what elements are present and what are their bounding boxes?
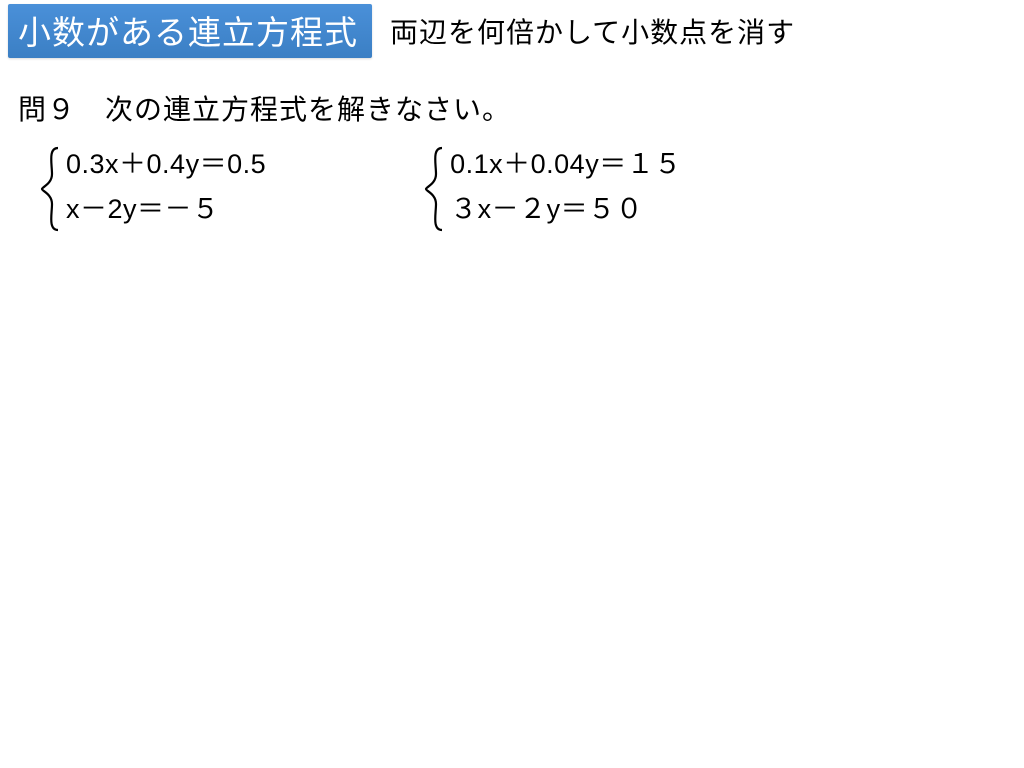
equation-1: 0.1x＋0.04y＝１５ (450, 142, 682, 187)
brace-icon (38, 146, 62, 232)
equation-2: ３x－２y＝５０ (450, 187, 682, 232)
page-subtitle: 両辺を何倍かして小数点を消す (390, 11, 795, 51)
header: 小数がある連立方程式 両辺を何倍かして小数点を消す (0, 0, 1024, 58)
equation-systems: 0.3x＋0.4y＝0.5 x－2y＝－５ 0.1x＋0.04y＝１５ ３x－２… (0, 142, 1024, 231)
system-left: 0.3x＋0.4y＝0.5 x－2y＝－５ (32, 142, 266, 231)
brace-icon (422, 146, 446, 232)
equation-2: x－2y＝－５ (66, 187, 266, 232)
page-title: 小数がある連立方程式 (8, 4, 372, 58)
equation-1: 0.3x＋0.4y＝0.5 (66, 142, 266, 187)
system-right: 0.1x＋0.04y＝１５ ３x－２y＝５０ (416, 142, 682, 231)
question-text: 問９ 次の連立方程式を解きなさい。 (18, 88, 1024, 128)
